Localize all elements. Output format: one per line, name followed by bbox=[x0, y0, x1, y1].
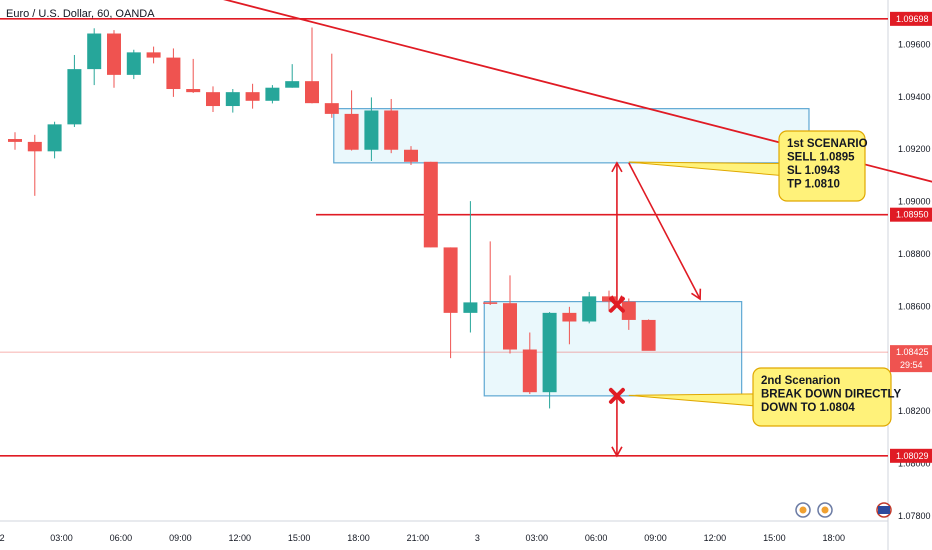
chart-title: Euro / U.S. Dollar, 60, OANDA bbox=[6, 8, 155, 20]
time-tick-label: 15:00 bbox=[288, 533, 311, 543]
callout-text: SL 1.0943 bbox=[787, 165, 840, 177]
callout-text: TP 1.0810 bbox=[787, 179, 840, 191]
candle-body bbox=[384, 110, 399, 150]
candle-body bbox=[225, 92, 240, 107]
candles bbox=[8, 27, 656, 409]
candle-body bbox=[582, 296, 597, 322]
candle-body bbox=[344, 113, 359, 150]
price-tag-label: 1.08950 bbox=[896, 210, 929, 220]
time-tick-label: 06:00 bbox=[585, 533, 608, 543]
candle-body bbox=[324, 103, 339, 114]
candle-body bbox=[206, 92, 220, 107]
candle-body bbox=[305, 81, 319, 104]
callout-box bbox=[778, 130, 866, 202]
time-tick-label: 06:00 bbox=[110, 533, 133, 543]
price-tag bbox=[890, 448, 932, 463]
time-tick-label: 09:00 bbox=[169, 533, 192, 543]
current-price-label: 1.08425 bbox=[896, 347, 929, 357]
candle-body bbox=[47, 124, 62, 152]
price-tick-label: 1.09400 bbox=[898, 92, 931, 102]
candle-body bbox=[27, 141, 42, 152]
candle-body bbox=[146, 52, 161, 58]
callout-text: 2nd Scenarion bbox=[761, 375, 840, 387]
candle-body bbox=[87, 33, 102, 70]
time-tick-label: 18:00 bbox=[347, 533, 370, 543]
arrow-line bbox=[628, 162, 701, 300]
callout-text: SELL 1.0895 bbox=[787, 152, 855, 164]
price-tick-label: 1.07800 bbox=[898, 511, 931, 521]
candle-body bbox=[522, 349, 537, 393]
callout-box bbox=[752, 367, 892, 427]
economic-event-icon-dot bbox=[821, 506, 829, 514]
price-tick-label: 1.09000 bbox=[898, 197, 931, 207]
arrow-head bbox=[611, 161, 623, 173]
price-tag bbox=[890, 11, 932, 26]
candle-body bbox=[503, 303, 517, 350]
callout-text: 1st SCENARIO bbox=[787, 138, 868, 150]
arrow-head bbox=[691, 288, 702, 301]
candle-body bbox=[641, 319, 656, 351]
time-tick-label: 09:00 bbox=[644, 533, 667, 543]
cross-mark bbox=[608, 387, 625, 404]
event-icons[interactable] bbox=[795, 502, 892, 518]
price-tick-label: 1.08800 bbox=[898, 249, 931, 259]
candle-body bbox=[423, 161, 438, 248]
countdown-label: 29:54 bbox=[900, 360, 923, 370]
time-tick-label: 12:00 bbox=[704, 533, 727, 543]
time-tick-label: 03:00 bbox=[50, 533, 73, 543]
drawings bbox=[608, 161, 702, 458]
callout-text: BREAK DOWN DIRECTLY bbox=[761, 389, 901, 401]
candle-body bbox=[404, 149, 418, 162]
candle-body bbox=[364, 110, 379, 150]
price-tick-label: 1.08000 bbox=[898, 458, 931, 468]
candle-body bbox=[285, 81, 300, 88]
candle-body bbox=[245, 92, 260, 101]
candle-body bbox=[443, 247, 458, 313]
candle-body bbox=[126, 52, 141, 75]
candle-body bbox=[8, 139, 22, 142]
candle-body bbox=[483, 302, 498, 304]
time-tick-label: 2 bbox=[0, 533, 5, 543]
time-tick-label: 15:00 bbox=[763, 533, 786, 543]
candle-body bbox=[621, 301, 636, 320]
candle-body bbox=[186, 89, 201, 93]
time-tick-label: 18:00 bbox=[822, 533, 845, 543]
candle-body bbox=[67, 69, 82, 125]
price-tick-label: 1.08600 bbox=[898, 301, 931, 311]
price-tick-label: 1.09600 bbox=[898, 40, 931, 50]
candle-body bbox=[265, 87, 280, 101]
callout-text: DOWN TO 1.0804 bbox=[761, 402, 855, 414]
current-price-tag bbox=[890, 345, 932, 373]
time-tick-label: 12:00 bbox=[228, 533, 251, 543]
time-tick-label: 3 bbox=[475, 533, 480, 543]
economic-event-icon-dot bbox=[799, 506, 807, 514]
candle-body bbox=[542, 312, 557, 393]
cross-mark bbox=[608, 296, 625, 313]
candle-body bbox=[463, 302, 478, 313]
candle-body bbox=[562, 312, 577, 322]
price-tags: 1.09698 1.08950 1.08029 1.08425 29:54 bbox=[890, 11, 932, 463]
price-tag-label: 1.09698 bbox=[896, 14, 929, 24]
time-tick-label: 03:00 bbox=[525, 533, 548, 543]
price-tag bbox=[890, 207, 932, 222]
levels bbox=[0, 0, 932, 457]
price-tick-label: 1.08200 bbox=[898, 406, 931, 416]
flag-event-icon-stripe bbox=[878, 506, 890, 514]
time-tick-label: 21:00 bbox=[407, 533, 430, 543]
price-tag-label: 1.08029 bbox=[896, 451, 929, 461]
time-axis[interactable]: 2 03:00 06:00 09:00 12:00 15:00 18:00 21:00 3 03:… bbox=[0, 533, 845, 543]
arrow-head bbox=[611, 446, 623, 458]
candle-body bbox=[166, 57, 181, 90]
price-tick-label: 1.09200 bbox=[898, 144, 931, 154]
candle-body bbox=[107, 33, 121, 75]
